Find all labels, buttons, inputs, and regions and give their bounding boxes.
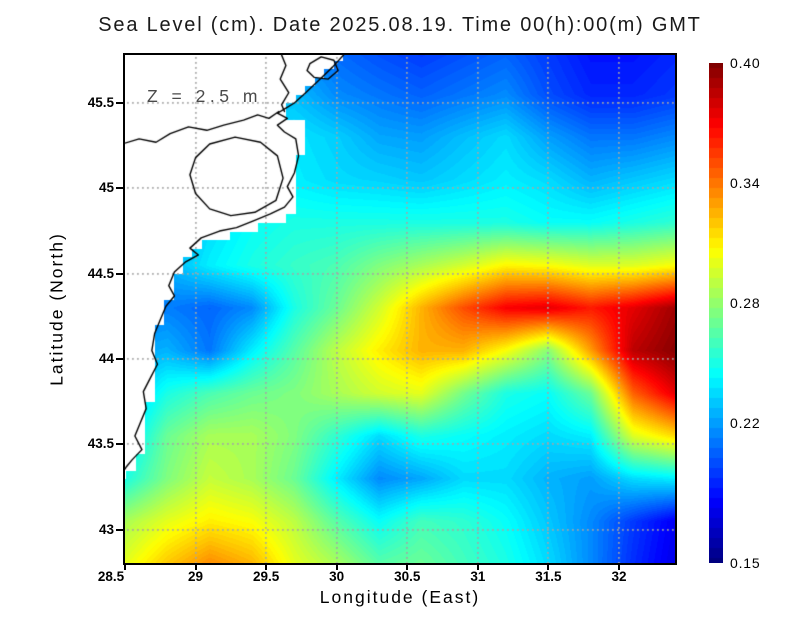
y-axis-tick-label: 43 [98,521,114,537]
x-axis-tick [124,565,126,570]
y-axis-tick-label: 45.5 [87,94,114,110]
plot-area: Z = 2.5 m [123,53,677,565]
x-axis-tick-label: 28.5 [97,569,125,584]
x-axis-tick [335,565,338,570]
x-axis-tick-label: 29.5 [252,569,280,584]
x-axis-tick-label: 30.5 [394,569,421,584]
y-axis-tick [116,187,123,190]
y-axis-tick [116,272,123,275]
y-axis-tick-label: 43.5 [87,436,114,452]
y-axis-tick-label: 45 [98,180,114,196]
colorbar-tick-label: 0.34 [730,175,761,191]
y-axis-tick [116,443,123,446]
x-axis-tick [617,565,620,570]
y-axis-tick [116,358,123,361]
colorbar-tick-label: 0.28 [730,295,761,311]
y-axis-label: Latitude (North) [46,232,67,386]
colorbar-tick-label: 0.40 [730,55,761,71]
colorbar-tick-label: 0.22 [730,415,761,431]
chart-title: Sea Level (cm). Date 2025.08.19. Time 00… [98,14,702,36]
x-axis-tick [406,565,409,570]
y-axis-tick-label: 44 [98,351,114,367]
x-axis-tick [265,565,268,570]
x-axis-label: Longitude (East) [319,587,481,607]
colorbar [709,63,723,563]
x-axis-tick-label: 30 [329,569,345,584]
colorbar-tick-label: 0.15 [730,555,761,571]
y-axis-tick [116,101,123,104]
x-axis-tick-label: 31 [470,569,486,584]
x-axis-tick [476,565,479,570]
x-axis-tick-label: 29 [188,569,204,584]
x-axis-tick-label: 32 [611,569,627,584]
x-axis-tick [194,565,197,570]
y-axis-tick [116,528,123,531]
heatmap-canvas [125,55,675,563]
depth-annotation: Z = 2.5 m [147,86,262,106]
x-axis-tick [547,565,550,570]
y-axis-tick-label: 44.5 [87,265,114,281]
x-axis-tick-label: 31.5 [535,569,562,584]
